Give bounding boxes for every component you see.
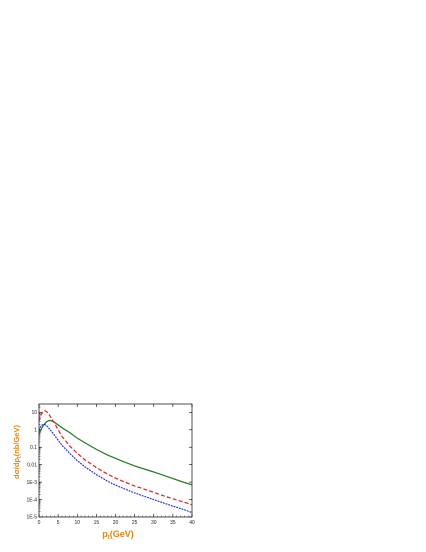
y-axis-title-unit: (nb/GeV) [12, 425, 21, 457]
y-tick-label: 1E-4 [26, 497, 37, 503]
x-tick-label: 0 [38, 520, 41, 526]
y-tick-label: 1 [34, 427, 37, 433]
plot-frame [38, 403, 193, 518]
x-axis-title: pt(GeV) [102, 529, 134, 541]
x-tick-label: 10 [74, 520, 80, 526]
y-tick-label: 1E-5 [26, 515, 37, 521]
series-line-dotted [38, 423, 193, 514]
y-tick-label: 0.1 [30, 445, 37, 451]
y-tick-label: 0.01 [27, 462, 37, 468]
y-tick-label: 1E-3 [26, 480, 37, 486]
series-line-dashed [38, 410, 193, 506]
series-layer [38, 410, 193, 514]
x-tick-label: 30 [151, 520, 157, 526]
x-tick-label: 40 [189, 520, 195, 526]
x-tick-label: 15 [94, 520, 100, 526]
x-axis-title-sub: t [108, 535, 110, 541]
x-tick-label: 20 [113, 520, 119, 526]
x-tick-label: 25 [132, 520, 138, 526]
y-axis-title-main: dσ/dp [12, 458, 21, 479]
y-axis-title: dσ/dpt(nb/GeV) [12, 425, 23, 479]
x-tick-label: 5 [57, 520, 60, 526]
y-axis-ticks: 10 1 0.1 0.01 1E-3 1E-4 1E-5 [26, 406, 192, 521]
series-line-solid [38, 419, 193, 486]
x-tick-label: 35 [170, 520, 176, 526]
x-axis-ticks: 0 5 10 15 20 25 30 35 40 [38, 404, 195, 526]
y-tick-label: 10 [31, 410, 37, 416]
x-axis-title-main: p [102, 529, 108, 539]
x-axis-title-unit: (GeV) [110, 529, 134, 539]
y-axis-title-sub: t [17, 456, 23, 458]
